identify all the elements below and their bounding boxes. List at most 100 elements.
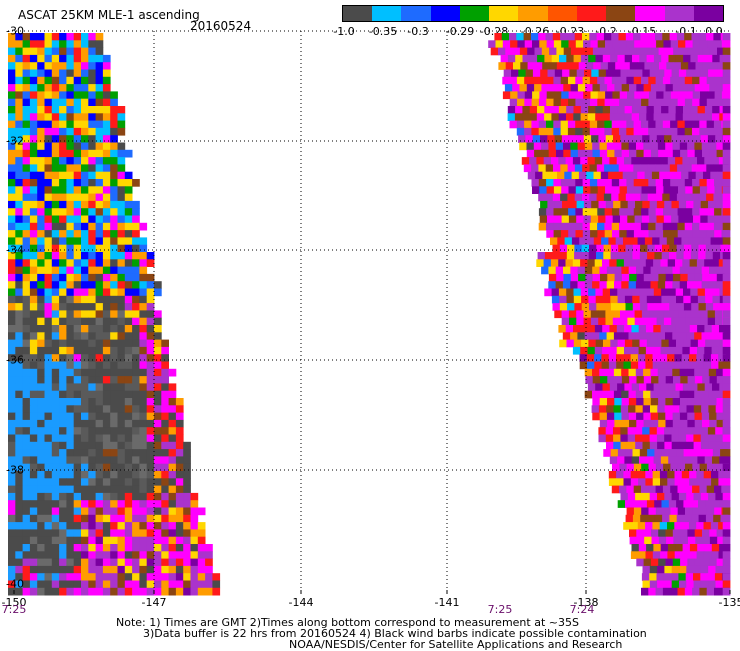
swath-cell xyxy=(22,346,31,355)
swath-cell xyxy=(498,47,506,56)
swath-cell xyxy=(722,215,731,224)
swath-cell xyxy=(175,500,184,508)
swath-cell xyxy=(59,492,67,501)
swath-cell xyxy=(81,471,89,479)
swath-cell xyxy=(117,434,126,443)
swath-cell xyxy=(139,295,148,304)
swath-cell xyxy=(146,449,155,457)
swath-cell xyxy=(73,273,82,282)
swath-cell xyxy=(66,186,75,194)
swath-cell xyxy=(626,208,635,216)
swath-cell xyxy=(525,135,534,143)
swath-cell xyxy=(612,215,621,224)
color-scale-swatch xyxy=(664,6,694,21)
swath-cell xyxy=(95,98,104,107)
swath-cell xyxy=(690,456,698,465)
swath-cell xyxy=(8,405,16,413)
swath-cell xyxy=(95,303,104,311)
swath-cell xyxy=(15,222,23,231)
swath-cell xyxy=(686,492,694,501)
swath-cell xyxy=(139,441,148,450)
swath-cell xyxy=(658,398,666,406)
swath-cell xyxy=(81,427,89,435)
swath-cell xyxy=(616,471,624,479)
swath-cell xyxy=(599,419,608,428)
swath-cell xyxy=(139,281,148,289)
swath-cell xyxy=(607,149,615,158)
swath-cell xyxy=(117,500,126,508)
swath-cell xyxy=(616,354,624,362)
swath-cell xyxy=(663,91,672,100)
swath-cell xyxy=(81,98,89,107)
swath-cell xyxy=(66,266,75,275)
swath-cell xyxy=(626,463,635,472)
swath-cell xyxy=(574,33,583,41)
swath-cell xyxy=(110,98,118,107)
swath-cell xyxy=(529,157,537,165)
swath-cell xyxy=(690,252,699,260)
swath-cell xyxy=(59,317,67,326)
swath-cell xyxy=(665,368,673,377)
swath-cell xyxy=(631,157,639,165)
swath-cell xyxy=(88,522,96,530)
swath-cell xyxy=(110,325,118,333)
swath-cell xyxy=(15,536,23,545)
swath-cell xyxy=(44,354,53,362)
swath-cell xyxy=(624,456,633,465)
swath-cell xyxy=(631,325,640,333)
swath-cell xyxy=(690,339,699,348)
swath-cell xyxy=(88,449,96,457)
swath-cell xyxy=(8,332,16,340)
swath-cell xyxy=(542,62,550,70)
swath-cell xyxy=(88,471,96,479)
swath-cell xyxy=(102,405,111,413)
swath-cell xyxy=(614,142,622,151)
swath-cell xyxy=(37,54,45,63)
swath-cell xyxy=(589,164,598,173)
swath-cell xyxy=(139,419,148,428)
color-scale-swatch xyxy=(576,6,607,21)
swath-cell xyxy=(102,434,111,443)
swath-cell xyxy=(15,339,23,348)
swath-cell xyxy=(520,62,528,70)
swath-cell xyxy=(699,179,708,187)
swath-cell xyxy=(693,573,701,581)
swath-cell xyxy=(95,127,104,136)
swath-cell xyxy=(660,361,668,370)
swath-cell xyxy=(631,544,640,552)
swath-cell xyxy=(66,288,75,297)
swath-cell xyxy=(161,580,169,589)
swath-cell xyxy=(722,76,731,85)
swath-cell xyxy=(29,237,38,246)
swath-cell xyxy=(708,368,717,377)
swath-cell xyxy=(88,558,96,567)
swath-cell xyxy=(644,47,652,56)
swath-cell xyxy=(146,485,155,494)
swath-cell xyxy=(44,40,53,48)
swath-cell xyxy=(568,208,576,216)
swath-cell xyxy=(580,157,588,165)
swath-cell xyxy=(722,281,731,289)
swath-cell xyxy=(654,295,662,304)
swath-cell xyxy=(95,40,104,48)
swath-cell xyxy=(22,222,31,231)
swath-cell xyxy=(651,62,660,70)
swath-cell xyxy=(15,54,23,63)
swath-cell xyxy=(693,565,702,574)
swath-cell xyxy=(690,288,698,297)
swath-cell xyxy=(571,171,580,180)
swath-cell xyxy=(704,456,713,465)
swath-cell xyxy=(117,383,126,392)
swath-cell xyxy=(95,230,104,238)
swath-cell xyxy=(654,500,662,508)
swath-cell xyxy=(139,544,148,552)
swath-cell xyxy=(654,514,663,523)
swath-cell xyxy=(51,398,60,406)
swath-cell xyxy=(702,149,710,158)
swath-cell xyxy=(516,127,525,136)
swath-cell xyxy=(680,398,688,406)
swath-cell xyxy=(704,157,712,165)
swath-cell xyxy=(102,580,111,589)
swath-cell xyxy=(679,412,688,421)
swath-cell xyxy=(578,171,587,180)
